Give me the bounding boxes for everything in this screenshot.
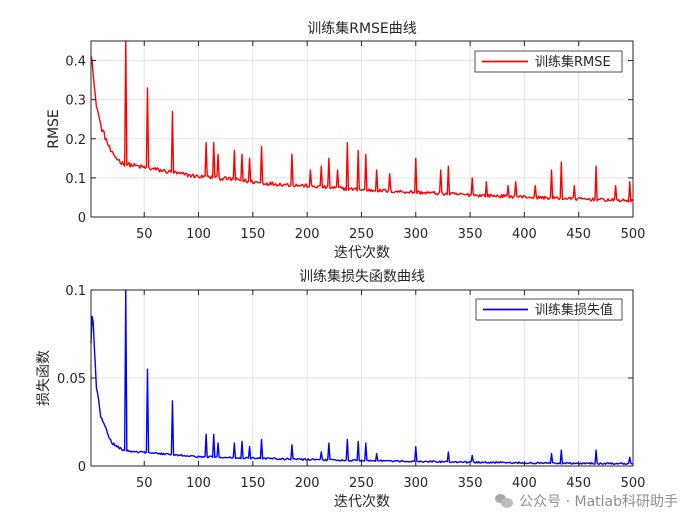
loss-x-tick-label-350: 350 — [458, 476, 483, 491]
loss-x-tick-label-200: 200 — [295, 476, 320, 491]
loss-legend-label: 训练集损失值 — [535, 302, 613, 318]
loss-x-tick-label-300: 300 — [403, 476, 428, 491]
loss-x-tick-label-400: 400 — [512, 476, 537, 491]
rmse-line-path — [90, 40, 634, 203]
rmse-plot-frame — [90, 40, 634, 218]
loss-series-line — [90, 289, 634, 466]
loss-y-tick-label-0: 0 — [78, 460, 86, 475]
rmse-x-tick-label-300: 300 — [403, 227, 428, 242]
loss-y-tick-label-2: 0.1 — [65, 284, 86, 299]
rmse-legend: 训练集RMSE — [474, 50, 623, 73]
loss-x-tick-label-150: 150 — [240, 476, 265, 491]
loss-plot: 训练集损失函数曲线 50 100 150 200 250 300 350 400 450 500 0… — [36, 268, 645, 510]
loss-legend: 训练集损失值 — [475, 298, 623, 321]
rmse-x-tick-label-250: 250 — [349, 227, 374, 242]
rmse-legend-label: 训练集RMSE — [535, 54, 611, 70]
rmse-x-tick-label-400: 400 — [512, 227, 537, 242]
loss-y-axis-title: 损失函数 — [36, 350, 52, 406]
rmse-x-tick-label-50: 50 — [136, 227, 153, 242]
watermark-text: 公众号 · Matlab科研助手 — [519, 494, 678, 510]
loss-y-tick-label-1: 0.05 — [57, 372, 86, 387]
rmse-x-tick-label-150: 150 — [240, 227, 265, 242]
loss-x-tick-label-450: 450 — [566, 476, 591, 491]
rmse-y-tick-label-2: 0.2 — [65, 133, 86, 148]
loss-x-tick-label-500: 500 — [621, 476, 646, 491]
rmse-y-tick-label-0: 0 — [78, 211, 86, 226]
loss-x-axis-title: 迭代次数 — [334, 494, 390, 510]
rmse-x-tick-label-100: 100 — [186, 227, 211, 242]
rmse-x-tick-label-350: 350 — [458, 227, 483, 242]
loss-legend-box — [475, 298, 623, 321]
loss-ticks: 50 100 150 200 250 300 350 400 450 500 0 0.05 0.1 — [57, 284, 645, 491]
rmse-series-line — [90, 40, 634, 203]
loss-x-tick-label-50: 50 — [136, 476, 153, 491]
rmse-x-tick-label-450: 450 — [566, 227, 591, 242]
rmse-y-tick-label-4: 0.4 — [65, 55, 86, 70]
rmse-x-tick-label-200: 200 — [295, 227, 320, 242]
rmse-y-tick-label-1: 0.1 — [65, 172, 86, 187]
rmse-ticks: 50 100 150 200 250 300 350 400 450 500 0 0.1 0.2 0.3 0… — [65, 41, 645, 242]
rmse-y-axis-title: RMSE — [46, 109, 62, 149]
wechat-icon — [495, 494, 514, 508]
watermark: 公众号 · Matlab科研助手 — [495, 491, 678, 511]
rmse-x-axis-title: 迭代次数 — [334, 245, 390, 261]
rmse-y-tick-label-3: 0.3 — [65, 94, 86, 109]
loss-line-path — [90, 289, 634, 466]
rmse-x-tick-label-500: 500 — [621, 227, 646, 242]
rmse-plot-title: 训练集RMSE曲线 — [307, 20, 417, 37]
loss-plot-title: 训练集损失函数曲线 — [299, 268, 425, 285]
loss-x-tick-label-100: 100 — [186, 476, 211, 491]
loss-x-tick-label-250: 250 — [349, 476, 374, 491]
rmse-legend-box — [474, 50, 623, 73]
rmse-plot: 训练集RMSE曲线 50 100 150 200 250 300 350 400 450 500 0… — [46, 20, 645, 261]
